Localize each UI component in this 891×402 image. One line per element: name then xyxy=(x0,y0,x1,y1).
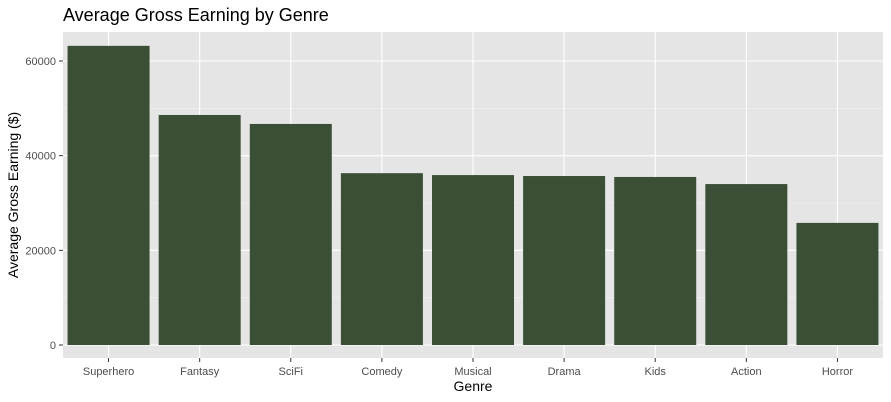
y-axis: 0 20000 40000 60000 xyxy=(25,56,63,352)
x-axis: Superhero Fantasy SciFi Comedy Musical Drama K… xyxy=(83,358,853,378)
y-tick-label: 0 xyxy=(50,340,56,352)
x-tick-label: Musical xyxy=(454,366,491,378)
chart-title: Average Gross Earning by Genre xyxy=(63,5,329,25)
bar-comedy xyxy=(340,173,423,345)
y-tick-label: 20000 xyxy=(25,245,56,257)
bars xyxy=(67,45,879,346)
bar-action xyxy=(705,184,788,345)
bar-fantasy xyxy=(158,114,241,346)
x-tick-label: Fantasy xyxy=(180,366,220,378)
x-tick-label: SciFi xyxy=(279,366,303,378)
x-tick-label: Comedy xyxy=(361,366,402,378)
bar-kids xyxy=(614,176,697,345)
x-tick-label: Action xyxy=(731,366,762,378)
y-tick-label: 60000 xyxy=(25,56,56,68)
y-axis-title: Average Gross Earning ($) xyxy=(5,112,21,278)
y-tick-label: 40000 xyxy=(25,151,56,163)
bar-scifi xyxy=(249,123,332,345)
x-tick-label: Superhero xyxy=(83,366,134,378)
bar-drama xyxy=(523,176,606,345)
bar-superhero xyxy=(67,45,150,345)
x-tick-label: Horror xyxy=(822,366,854,378)
x-tick-label: Drama xyxy=(548,366,582,378)
bar-musical xyxy=(432,175,514,345)
bar-horror xyxy=(796,222,879,345)
x-tick-label: Kids xyxy=(645,366,667,378)
x-axis-title: Genre xyxy=(454,378,493,394)
